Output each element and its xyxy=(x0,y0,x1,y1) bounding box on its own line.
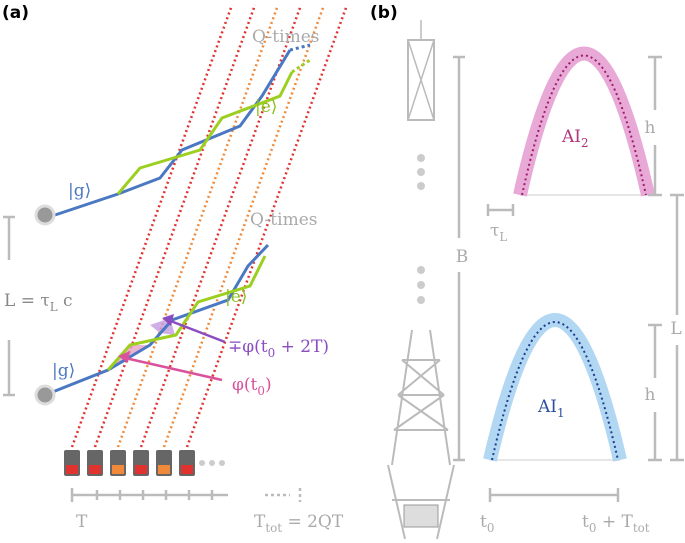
bracket xyxy=(486,204,515,216)
label: t0 xyxy=(480,512,494,535)
laser-light xyxy=(66,465,78,474)
atom xyxy=(34,384,56,406)
laser-beam xyxy=(116,4,280,448)
text-part: τ xyxy=(490,221,499,241)
label: Ttot = 2QT xyxy=(254,512,344,535)
laser-light xyxy=(158,465,170,474)
laser-beam xyxy=(139,4,303,448)
dot xyxy=(209,460,215,466)
text-part: + 2T) xyxy=(275,337,329,357)
label: ∓φ(t0 + 2T) xyxy=(228,337,329,360)
laser-light xyxy=(112,465,124,474)
laser-light xyxy=(89,465,101,474)
label: |e⟩ xyxy=(225,287,247,307)
text-part: 0 xyxy=(268,346,276,360)
label: (a) xyxy=(2,3,29,23)
text-part: tot xyxy=(265,521,282,535)
trajectory xyxy=(491,321,619,461)
laser-beam xyxy=(70,4,234,448)
text-part: ∓φ(t xyxy=(228,337,268,357)
label: AI1 xyxy=(537,397,565,420)
text-part: 0 xyxy=(589,521,597,535)
dot xyxy=(199,460,205,466)
label: t0 + Ttot xyxy=(582,512,650,535)
continuation xyxy=(291,58,311,74)
text-part: 0 xyxy=(257,384,265,398)
text-part: t xyxy=(480,512,487,532)
bracket xyxy=(648,323,662,462)
label: φ(t0) xyxy=(232,375,272,398)
tower xyxy=(387,20,455,540)
bracket xyxy=(3,215,15,397)
time-axis xyxy=(70,488,228,502)
laser-light xyxy=(181,465,193,474)
text-part: T xyxy=(254,512,266,532)
arrow-head xyxy=(118,351,130,363)
excited-path xyxy=(116,71,294,195)
label: τL xyxy=(490,221,507,244)
label: Q-times xyxy=(250,210,317,230)
label: h xyxy=(645,118,656,138)
trajectory xyxy=(521,54,647,196)
label: |g⟩ xyxy=(68,181,91,201)
bracket xyxy=(648,55,662,197)
ground-path xyxy=(44,243,270,397)
text-part: AI xyxy=(561,127,581,147)
label: T xyxy=(76,512,88,532)
text-part: 2 xyxy=(581,136,589,150)
text-part: L = τ xyxy=(4,291,50,311)
text-part: L xyxy=(50,300,58,314)
arrow xyxy=(167,318,226,344)
trajectory-band xyxy=(513,46,655,197)
bracket xyxy=(488,488,620,502)
time-axis xyxy=(265,488,302,502)
label: B xyxy=(456,247,469,267)
label: h xyxy=(645,385,656,405)
laser-beams xyxy=(70,4,349,448)
trajectory-band xyxy=(483,313,627,462)
bracket xyxy=(453,55,465,462)
text-part: AI xyxy=(537,397,557,417)
text-part: = 2QT xyxy=(282,512,344,532)
label: AI2 xyxy=(561,127,589,150)
text-part: 1 xyxy=(557,406,565,420)
label: L xyxy=(670,319,681,339)
bracket xyxy=(670,193,684,462)
text-part: L xyxy=(499,230,507,244)
label: Q-times xyxy=(252,27,319,47)
excited-path xyxy=(106,255,267,371)
laser-beam xyxy=(93,4,257,448)
text-part: φ(t xyxy=(232,375,258,395)
arrow xyxy=(124,356,223,382)
laser-beam xyxy=(185,4,349,448)
laser-beam xyxy=(162,4,326,448)
laser-light xyxy=(135,465,147,474)
text-part: tot xyxy=(633,521,650,535)
label: L = τL c xyxy=(4,291,73,314)
atom xyxy=(34,204,56,226)
label: |e⟩ xyxy=(255,97,277,117)
dot xyxy=(219,460,225,466)
label: (b) xyxy=(370,3,398,23)
text-part: t xyxy=(582,512,589,532)
text-part: 0 xyxy=(487,521,495,535)
text-part: c xyxy=(58,291,73,311)
text-part: ) xyxy=(265,375,272,395)
text-part: + T xyxy=(596,512,633,532)
label: |g⟩ xyxy=(52,361,75,381)
arrow-head xyxy=(162,314,174,326)
